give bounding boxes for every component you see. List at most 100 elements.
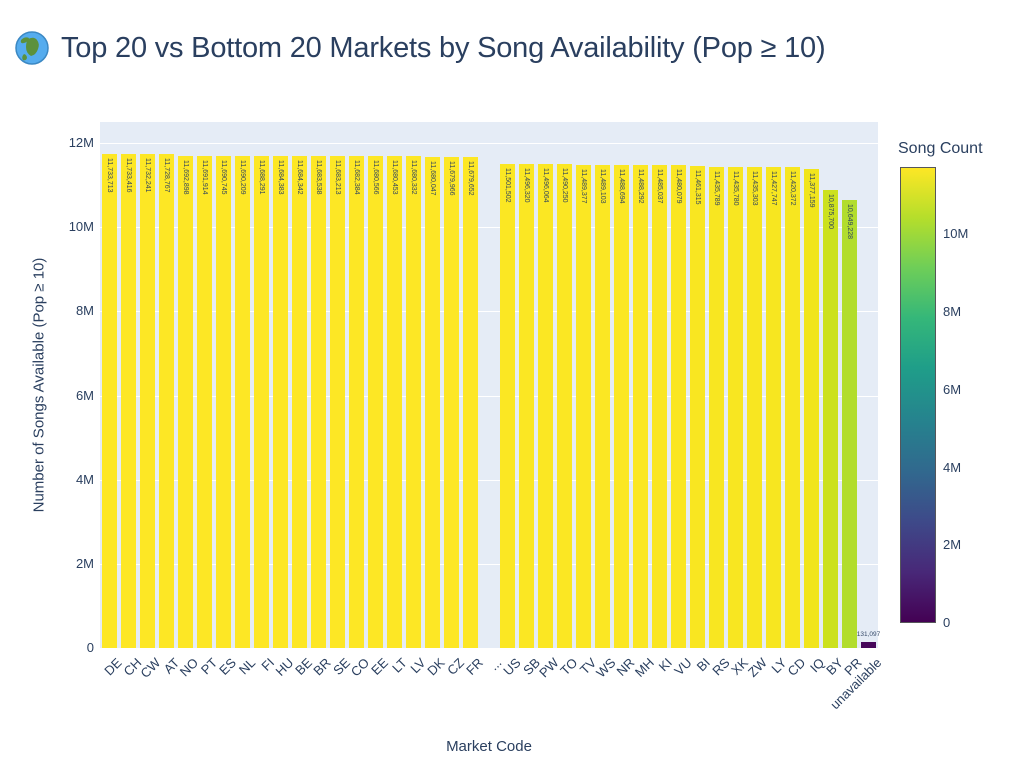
bar-EE[interactable]: [367, 156, 383, 648]
chart-header: Top 20 vs Bottom 20 Markets by Song Avai…: [14, 30, 826, 66]
bar-TO[interactable]: [557, 164, 573, 648]
bar-value-label-DE: 11,733,713: [105, 158, 113, 193]
bar-value-label-KI: 11,485,037: [656, 168, 664, 204]
bar-value-label-NO: 11,692,898: [181, 159, 189, 195]
bar-LY[interactable]: [766, 167, 782, 648]
bar-FI[interactable]: [253, 156, 269, 648]
y-gridline-12M: [100, 143, 878, 145]
bar-CZ[interactable]: [443, 156, 459, 648]
bar-DE[interactable]: [101, 154, 117, 648]
x-tick-label-FI: FI: [258, 655, 277, 674]
colorbar-tick-label-10M: 10M: [943, 226, 969, 242]
bar-value-label-BE: 11,684,342: [295, 160, 303, 195]
x-tick-label-MH: MH: [631, 655, 657, 680]
bar-PW[interactable]: [538, 164, 554, 648]
y-gridline-4M: [100, 479, 878, 481]
bar-NR[interactable]: [614, 164, 630, 648]
bar-XK[interactable]: [728, 166, 744, 648]
bar-CO[interactable]: [348, 156, 364, 648]
bar-unavailable[interactable]: [861, 642, 876, 648]
bar-BR[interactable]: [310, 156, 326, 648]
bar-MH[interactable]: [633, 164, 649, 648]
bar-RS[interactable]: [709, 166, 725, 648]
bar-value-label-CD: 11,420,372: [789, 171, 797, 206]
x-tick-label-EE: EE: [367, 655, 391, 678]
bar-value-label-EE: 11,680,566: [371, 160, 379, 195]
bar-ZW[interactable]: [747, 166, 763, 648]
colorbar-gradient: [900, 167, 936, 623]
bar-value-label-VU: 11,480,079: [675, 168, 683, 204]
x-tick-label-VU: VU: [670, 655, 695, 679]
plot-area: 11,733,713 11,733,416 11,732,241 11,728,767…: [100, 122, 880, 650]
y-tick-label-12M: 12M: [68, 135, 94, 151]
page-title: Top 20 vs Bottom 20 Markets by Song Avai…: [61, 31, 826, 64]
x-tick-label-CD: CD: [784, 655, 809, 679]
bar-value-label-LT: 11,680,453: [390, 160, 398, 195]
bar-value-label-WS: 11,489,103: [599, 168, 607, 204]
bar-SB[interactable]: [519, 164, 535, 648]
bar-value-label-XK: 11,435,780: [732, 170, 740, 206]
y-tick-label-2M: 2M: [75, 555, 94, 571]
bar-PT[interactable]: [196, 156, 212, 648]
bar-KI[interactable]: [652, 164, 668, 648]
bar-VU[interactable]: [671, 164, 687, 648]
y-gridline-2M: [100, 563, 878, 565]
bar-HU[interactable]: [272, 156, 288, 648]
bar-NO[interactable]: [177, 155, 193, 648]
colorbar-tick-label-2M: 2M: [943, 537, 962, 553]
bar-FR[interactable]: [462, 156, 478, 648]
bar-BE[interactable]: [291, 156, 307, 648]
bar-LT[interactable]: [386, 156, 402, 648]
y-tick-label-6M: 6M: [75, 387, 94, 403]
bar-value-label-SB: 11,496,320: [523, 168, 531, 203]
bar-LV[interactable]: [405, 156, 421, 648]
bar-value-label-US: 11,501,502: [504, 168, 512, 203]
bar-value-label-BI: 11,461,315: [694, 169, 702, 205]
colorbar-tick-label-0: 0: [943, 615, 951, 630]
bar-value-label-MH: 11,488,292: [637, 168, 645, 204]
bar-TV[interactable]: [576, 164, 592, 648]
bar-WS[interactable]: [595, 164, 611, 648]
y-gridline-0: [100, 648, 878, 650]
y-gridline-10M: [100, 227, 878, 229]
colorbar-title: Song Count: [898, 140, 983, 157]
bar-CD[interactable]: [785, 167, 801, 648]
y-gridline-8M: [100, 311, 878, 313]
bar-value-label-HU: 11,684,383: [276, 160, 284, 195]
x-tick-label-CW: CW: [137, 655, 164, 681]
bar-value-label-IQ: 11,377,159: [808, 173, 816, 208]
bar-value-label-CW: 11,732,241: [143, 158, 151, 193]
bar-value-label-FI: 11,688,291: [257, 160, 265, 195]
bar-value-label-NR: 11,488,694: [618, 168, 626, 204]
bar-AT[interactable]: [158, 154, 174, 648]
y-tick-label-4M: 4M: [75, 471, 94, 487]
globe-emoji-icon: [14, 30, 50, 66]
bar-BY[interactable]: [823, 190, 839, 648]
bar-ES[interactable]: [215, 156, 231, 648]
bar-value-label-BY: 10,875,700: [827, 194, 835, 230]
colorbar-tick-label-8M: 8M: [943, 304, 962, 320]
x-tick-label-NL: NL: [235, 655, 258, 678]
bar-CH[interactable]: [120, 154, 136, 648]
bar-value-label-FR: 11,679,652: [466, 160, 474, 196]
bar-SE[interactable]: [329, 156, 345, 648]
bar-BI[interactable]: [690, 165, 706, 648]
bar-NL[interactable]: [234, 156, 250, 648]
bar-IQ[interactable]: [804, 169, 820, 648]
bar-value-label-TV: 11,489,377: [580, 168, 588, 204]
bar-value-label-SE: 11,683,213: [333, 160, 341, 195]
bar-value-label-CO: 11,682,384: [352, 160, 360, 195]
bar-CW[interactable]: [139, 154, 155, 648]
bar-PR[interactable]: [842, 199, 858, 648]
y-tick-label-10M: 10M: [68, 219, 94, 235]
bar-value-label-ES: 11,690,745: [219, 160, 227, 195]
bar-value-label-CZ: 11,679,966: [447, 160, 455, 196]
y-tick-label-8M: 8M: [75, 303, 94, 319]
bar-US[interactable]: [500, 164, 516, 648]
bar-DK[interactable]: [424, 156, 440, 648]
x-tick-label-...: ...: [486, 655, 505, 674]
colorbar-tick-label-6M: 6M: [943, 381, 962, 397]
bar-value-label-PT: 11,691,914: [200, 160, 208, 195]
x-tick-label-ZW: ZW: [745, 655, 771, 680]
bar-value-label-TO: 11,490,250: [561, 168, 569, 203]
